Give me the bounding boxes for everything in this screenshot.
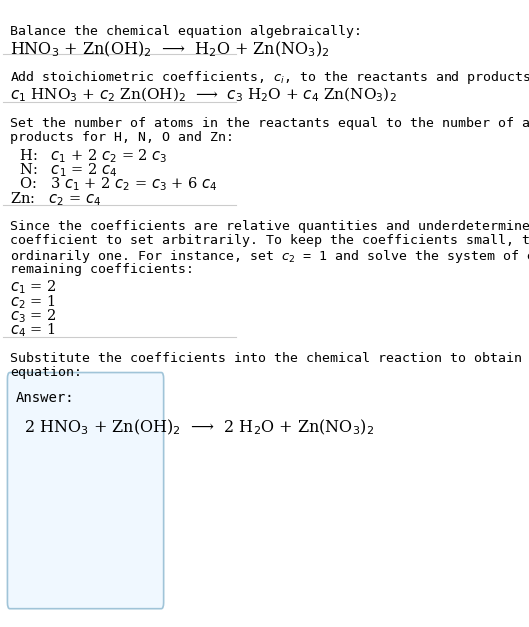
Text: Answer:: Answer:: [15, 391, 74, 405]
Text: Since the coefficients are relative quantities and underdetermined, choose a: Since the coefficients are relative quan…: [10, 219, 529, 233]
Text: Balance the chemical equation algebraically:: Balance the chemical equation algebraica…: [10, 24, 362, 38]
Text: remaining coefficients:: remaining coefficients:: [10, 263, 194, 275]
Text: $c_3$ = 2: $c_3$ = 2: [10, 307, 56, 325]
Text: $c_1$ HNO$_3$ + $c_2$ Zn(OH)$_2$  ⟶  $c_3$ H$_2$O + $c_4$ Zn(NO$_3$)$_2$: $c_1$ HNO$_3$ + $c_2$ Zn(OH)$_2$ ⟶ $c_3$…: [10, 86, 397, 105]
Text: Substitute the coefficients into the chemical reaction to obtain the balanced: Substitute the coefficients into the che…: [10, 352, 529, 365]
Text: equation:: equation:: [10, 366, 82, 379]
Text: $c_4$ = 1: $c_4$ = 1: [10, 322, 56, 339]
Text: products for H, N, O and Zn:: products for H, N, O and Zn:: [10, 132, 234, 144]
Text: coefficient to set arbitrarily. To keep the coefficients small, the arbitrary va: coefficient to set arbitrarily. To keep …: [10, 234, 529, 247]
Text: 2 HNO$_3$ + Zn(OH)$_2$  ⟶  2 H$_2$O + Zn(NO$_3$)$_2$: 2 HNO$_3$ + Zn(OH)$_2$ ⟶ 2 H$_2$O + Zn(N…: [24, 418, 374, 437]
Text: Set the number of atoms in the reactants equal to the number of atoms in the: Set the number of atoms in the reactants…: [10, 117, 529, 130]
Text: Add stoichiometric coefficients, $c_i$, to the reactants and products:: Add stoichiometric coefficients, $c_i$, …: [10, 69, 529, 87]
Text: O:   3 $c_1$ + 2 $c_2$ = $c_3$ + 6 $c_4$: O: 3 $c_1$ + 2 $c_2$ = $c_3$ + 6 $c_4$: [10, 176, 217, 193]
Text: HNO$_3$ + Zn(OH)$_2$  ⟶  H$_2$O + Zn(NO$_3$)$_2$: HNO$_3$ + Zn(OH)$_2$ ⟶ H$_2$O + Zn(NO$_3…: [10, 40, 330, 60]
Text: N:   $c_1$ = 2 $c_4$: N: $c_1$ = 2 $c_4$: [10, 161, 117, 179]
Text: H:   $c_1$ + 2 $c_2$ = 2 $c_3$: H: $c_1$ + 2 $c_2$ = 2 $c_3$: [10, 147, 167, 165]
Text: $c_1$ = 2: $c_1$ = 2: [10, 278, 56, 297]
Text: ordinarily one. For instance, set $c_2$ = 1 and solve the system of equations fo: ordinarily one. For instance, set $c_2$ …: [10, 248, 529, 265]
FancyBboxPatch shape: [7, 372, 163, 609]
Text: $c_2$ = 1: $c_2$ = 1: [10, 293, 56, 311]
Text: Zn:   $c_2$ = $c_4$: Zn: $c_2$ = $c_4$: [10, 190, 101, 208]
